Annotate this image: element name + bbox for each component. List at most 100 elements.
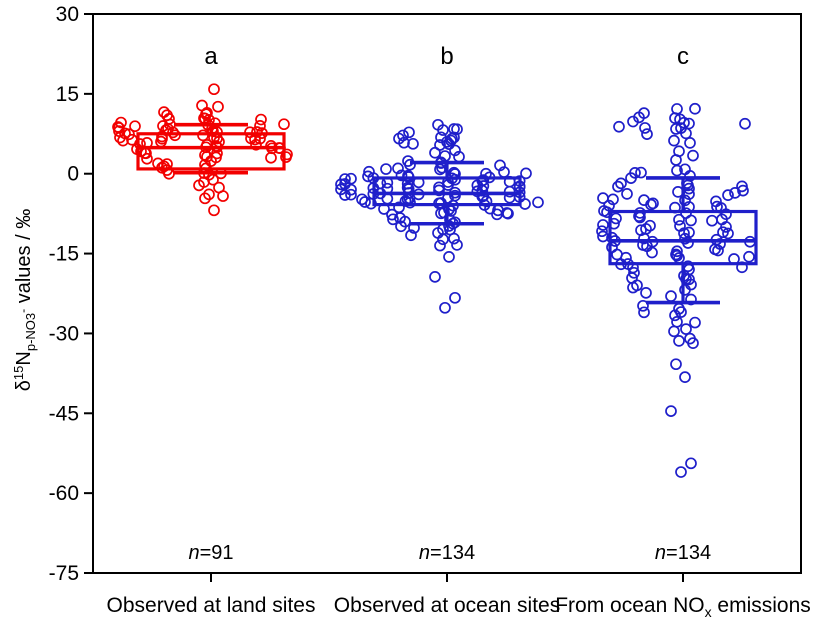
scatter-point (687, 337, 699, 349)
scatter-point (129, 120, 141, 133)
scatter-point (208, 83, 220, 96)
scatter-point (675, 306, 687, 318)
scatter-point (612, 180, 624, 193)
scatter-point (645, 198, 657, 211)
x-category-label: Observed at land sites (107, 594, 316, 617)
scatter-point (429, 146, 441, 159)
scatter-point (392, 162, 404, 175)
scatter-point (251, 126, 263, 138)
scatter-point (625, 172, 637, 184)
scatter-point (685, 214, 697, 227)
y-tick-label: -60 (49, 482, 79, 505)
y-tick-label: -45 (49, 402, 79, 425)
scatter-point (678, 227, 690, 240)
scatter-point (395, 169, 408, 182)
scatter-point (433, 184, 445, 197)
scatter-point (706, 214, 718, 227)
plot-frame (92, 13, 802, 574)
y-tick-label: 0 (67, 163, 79, 186)
scatter-point (278, 118, 290, 131)
scatter-point (682, 237, 694, 249)
scatter-point (668, 325, 680, 338)
scatter-point (442, 179, 454, 191)
box-iqr (372, 176, 522, 207)
scatter-point (627, 281, 639, 294)
scatter-point (621, 188, 633, 200)
scatter-point (679, 371, 691, 383)
scatter-point (398, 136, 410, 149)
scatter-point (638, 306, 650, 319)
y-tick-label: -75 (49, 562, 79, 585)
scatter-point (405, 229, 417, 242)
scatter-point (596, 225, 608, 238)
scatter-point (669, 112, 681, 125)
scatter-point (628, 266, 640, 279)
scatter-point (113, 125, 125, 137)
scatter-point (673, 335, 685, 347)
scatter-point (434, 239, 446, 252)
scatter-point (429, 271, 441, 283)
scatter-point (451, 239, 463, 251)
scatter-point (356, 193, 368, 206)
scatter-point (684, 137, 696, 149)
scatter-point (639, 122, 651, 134)
scatter-point (646, 246, 658, 259)
scatter-point (212, 100, 224, 113)
scatter-point (640, 286, 652, 299)
scatter-point (403, 126, 415, 139)
y-tick-label: 30 (56, 3, 79, 26)
scatter-point (117, 134, 129, 147)
scatter-point (407, 137, 419, 150)
scatter-point (675, 466, 687, 478)
scatter-point (680, 127, 692, 140)
scatter-point (387, 213, 399, 226)
sample-size-label: n=91 (188, 542, 233, 564)
scatter-point (637, 299, 649, 312)
scatter-point (443, 138, 455, 150)
scatter-point (722, 227, 734, 240)
scatter-point (635, 166, 647, 179)
group-letter: b (440, 43, 453, 70)
scatter-point (532, 196, 544, 209)
scatter-point (491, 208, 503, 221)
scatter-point (679, 283, 691, 296)
scatter-point (254, 120, 266, 132)
scatter-point (404, 158, 416, 171)
scatter-point (613, 120, 625, 133)
scatter-point (687, 149, 699, 162)
scatter-point (114, 131, 126, 144)
scatter-point (641, 128, 653, 140)
scatter-point (670, 123, 682, 135)
scatter-point (437, 233, 449, 246)
scatter-point (255, 113, 267, 126)
scatter-point (345, 188, 357, 201)
scatter-point (208, 204, 220, 217)
scatter-point (743, 250, 755, 263)
scatter-point (627, 115, 639, 128)
scatter-point (207, 173, 219, 186)
group-letter: a (204, 43, 218, 70)
x-category-label: Observed at ocean sites (334, 594, 560, 617)
scatter-point (404, 196, 416, 209)
scatter-point (250, 138, 262, 151)
x-category-label: From ocean NOx emissions (555, 594, 811, 620)
sample-size-label: n=134 (655, 542, 711, 564)
scatter-point (729, 187, 741, 199)
scatter-point (717, 226, 729, 239)
scatter-point (689, 102, 701, 115)
scatter-point (665, 405, 677, 417)
box-iqr (136, 132, 286, 171)
scatter-point (217, 190, 229, 202)
y-tick-label: -15 (49, 243, 79, 266)
scatter-point (722, 189, 734, 201)
scatter-point (739, 117, 751, 130)
scatter-point (193, 179, 205, 192)
scatter-point (141, 152, 153, 165)
scatter-point (449, 291, 461, 304)
scatter-point (199, 192, 211, 205)
scatter-point (335, 178, 347, 191)
scatter-point (434, 163, 446, 176)
scatter-point (671, 249, 683, 262)
